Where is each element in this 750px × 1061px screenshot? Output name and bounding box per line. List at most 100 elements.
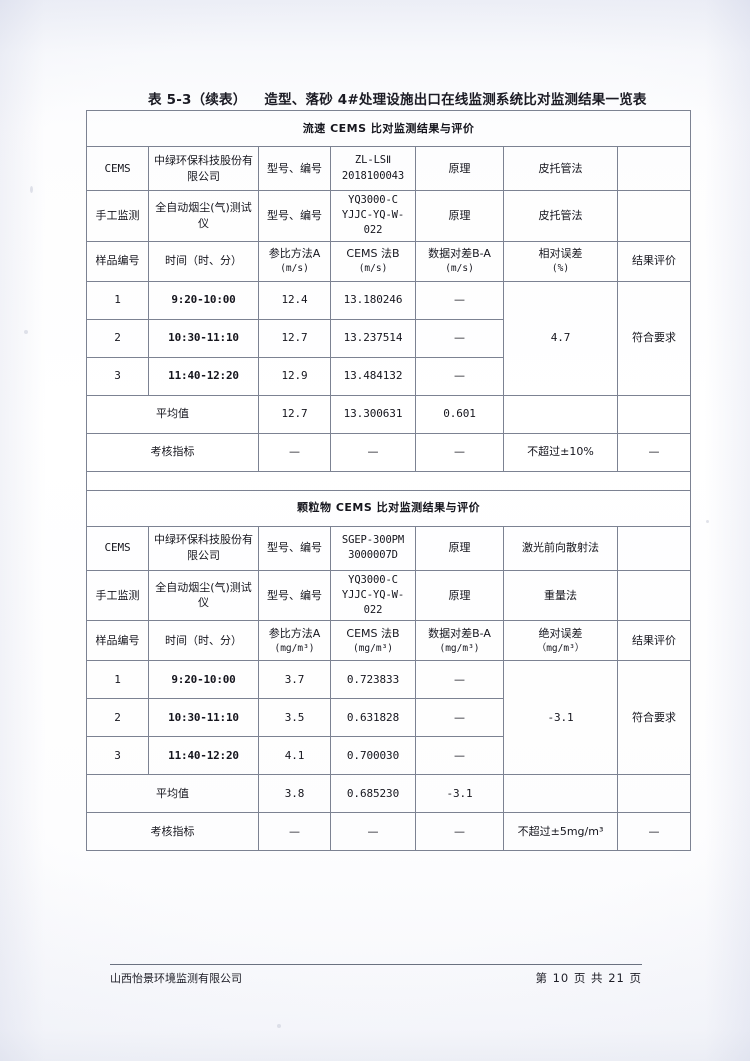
col-header-method-a-text: 参比方法A (268, 247, 321, 261)
device-role-cems: CEMS (86, 525, 149, 571)
model-value-manual: YQ3000-C (348, 194, 398, 206)
table-row: 1 9:20-10:00 3.7 0.723833 — -3.1 符合要求 (86, 660, 692, 776)
column-header-row: 样品编号 时间（时、分） 参比方法A (mg/m³) CEMS 法B (mg/m… (86, 620, 692, 662)
cell-method-a: 12.9 (258, 356, 331, 396)
scan-speck (277, 1024, 281, 1028)
col-header-time: 时间（时、分） (148, 620, 259, 662)
index-method-a: — (258, 812, 331, 852)
cell-time: 9:20-10:00 (148, 280, 259, 320)
table-row: 1 9:20-10:00 12.4 13.180246 — 4.7 符合要求 (86, 280, 692, 396)
cell-time: 9:20-10:00 (148, 660, 259, 700)
cell-cems-b: 0.631828 (330, 698, 416, 738)
index-error: 不超过±5mg/m³ (503, 812, 618, 852)
cell-method-a: 12.7 (258, 318, 331, 358)
index-method-a: — (258, 432, 331, 472)
average-diff: 0.601 (415, 394, 504, 434)
device-maker-manual: 全自动烟尘(气)测试仪 (148, 190, 259, 242)
index-row: 考核指标 — — — 不超过±5mg/m³ — (86, 812, 692, 852)
principle-label-cems: 原理 (415, 525, 504, 571)
index-evaluation: — (616, 812, 692, 852)
column-header-row: 样品编号 时间（时、分） 参比方法A (m/s) CEMS 法B (m/s) 数… (86, 240, 692, 282)
index-error: 不超过±10% (503, 432, 618, 472)
cell-error-merged: 4.7 (503, 280, 618, 396)
average-cems-b: 13.300631 (330, 394, 416, 434)
table-title-text: 造型、落砂 4#处理设施出口在线监测系统比对监测结果一览表 (264, 92, 647, 108)
cell-diff: — (415, 356, 504, 396)
cell-diff: — (415, 280, 504, 320)
model-serial-manual: YQ3000-C YJJC-YQ-W-022 (330, 190, 416, 242)
device-row-cems: CEMS 中绿环保科技股份有限公司 型号、编号 ZL-LSⅡ 201810004… (86, 146, 692, 191)
table-row: 2 10:30-11:10 12.7 13.237514 — (86, 318, 691, 358)
cell-sample-no: 2 (86, 318, 149, 358)
col-header-error: 绝对误差 （mg/m³） (503, 620, 618, 662)
device-maker-cems: 中绿环保科技股份有限公司 (148, 146, 259, 191)
page-footer: 山西怡景环境监测有限公司 第 10 页 共 21 页 (110, 964, 642, 986)
principle-value-cems: 激光前向散射法 (503, 525, 618, 571)
col-header-cems-b: CEMS 法B (m/s) (330, 240, 416, 282)
col-header-diff: 数据对差B-A (m/s) (415, 240, 504, 282)
col-header-cems-b-unit: (m/s) (358, 263, 388, 275)
principle-label-manual: 原理 (415, 190, 504, 242)
device-row-spacer (616, 190, 692, 242)
average-error (503, 394, 618, 434)
principle-value-manual: 皮托管法 (503, 190, 618, 242)
col-header-diff-unit: (mg/m³) (439, 642, 480, 654)
serial-value-manual: YJJC-YQ-W-022 (341, 209, 405, 237)
index-cems-b: — (330, 812, 416, 852)
cell-cems-b: 13.237514 (330, 318, 416, 358)
index-label: 考核指标 (86, 432, 259, 472)
cell-time: 11:40-12:20 (148, 736, 259, 776)
cell-time: 11:40-12:20 (148, 356, 259, 396)
device-role-manual: 手工监测 (86, 190, 149, 242)
cell-sample-no: 1 (86, 280, 149, 320)
cell-time: 10:30-11:10 (148, 698, 259, 738)
col-header-cems-b: CEMS 法B (mg/m³) (330, 620, 416, 662)
device-role-manual: 手工监测 (86, 569, 149, 622)
cell-sample-no: 3 (86, 356, 149, 396)
cell-evaluation-merged: 符合要求 (616, 660, 692, 776)
model-serial-cems: SGEP-300PM 3000007D (330, 525, 416, 571)
scan-speck (706, 520, 709, 523)
col-header-diff-text: 数据对差B-A (428, 247, 491, 261)
cell-error-merged: -3.1 (503, 660, 618, 776)
average-error (503, 774, 618, 814)
col-header-sample-no: 样品编号 (86, 620, 149, 662)
cell-method-a: 12.4 (258, 280, 331, 320)
table-number-label: 表 5-3（续表） (148, 92, 247, 108)
model-label-manual: 型号、编号 (258, 190, 331, 242)
comparison-results-table: 流速 CEMS 比对监测结果与评价 CEMS 中绿环保科技股份有限公司 型号、编… (85, 110, 692, 852)
cell-method-a: 4.1 (258, 736, 331, 776)
device-role-cems: CEMS (86, 146, 149, 191)
section-heading-row: 颗粒物 CEMS 比对监测结果与评价 (85, 489, 692, 527)
index-row: 考核指标 — — — 不超过±10% — (86, 432, 692, 472)
col-header-method-a-unit: (mg/m³) (274, 642, 315, 654)
device-row-cems: CEMS 中绿环保科技股份有限公司 型号、编号 SGEP-300PM 30000… (86, 525, 692, 571)
col-header-method-a: 参比方法A (mg/m³) (258, 620, 331, 662)
section-heading-row: 流速 CEMS 比对监测结果与评价 (85, 110, 692, 147)
section-heading-flow: 流速 CEMS 比对监测结果与评价 (85, 110, 692, 147)
average-label: 平均值 (86, 774, 259, 814)
average-cems-b: 0.685230 (330, 774, 416, 814)
index-label: 考核指标 (86, 812, 259, 852)
average-method-a: 12.7 (258, 394, 331, 434)
cell-cems-b: 13.484132 (330, 356, 416, 396)
cell-diff: — (415, 736, 504, 776)
index-evaluation: — (616, 432, 692, 472)
index-diff: — (415, 432, 504, 472)
average-row: 平均值 3.8 0.685230 -3.1 (86, 774, 692, 814)
cell-cems-b: 0.700030 (330, 736, 416, 776)
cell-time: 10:30-11:10 (148, 318, 259, 358)
serial-value-cems: 3000007D (348, 549, 398, 562)
col-header-error-text: 绝对误差 (538, 626, 583, 640)
col-header-method-a-text: 参比方法A (268, 626, 321, 640)
device-row-manual: 手工监测 全自动烟尘(气)测试仪 型号、编号 YQ3000-C YJJC-YQ-… (86, 569, 692, 622)
device-row-spacer (616, 525, 692, 571)
col-header-error-unit: (%) (551, 263, 570, 275)
principle-label-cems: 原理 (415, 146, 504, 191)
model-serial-cems: ZL-LSⅡ 2018100043 (330, 146, 416, 191)
col-header-error-unit: （mg/m³） (536, 642, 585, 654)
device-row-spacer (616, 146, 692, 191)
cell-diff: — (415, 318, 504, 358)
col-header-evaluation: 结果评价 (616, 240, 692, 282)
col-header-diff-text: 数据对差B-A (428, 626, 491, 640)
